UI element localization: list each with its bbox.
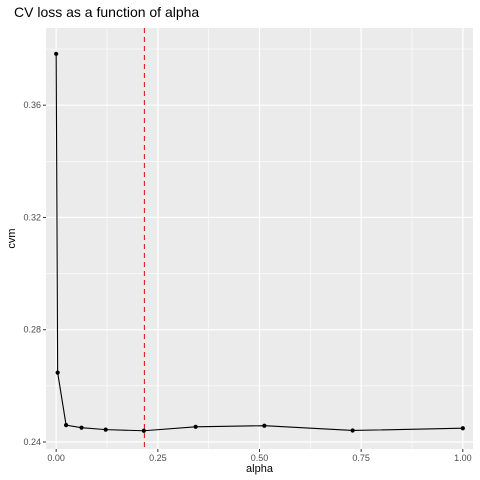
y-tick-label: 0.24 (23, 437, 41, 447)
chart-title: CV loss as a function of alpha (14, 4, 199, 20)
y-tick-label: 0.32 (23, 212, 41, 222)
series-layer (54, 51, 465, 433)
data-point (103, 427, 108, 432)
data-point (79, 425, 84, 430)
data-point (55, 370, 60, 375)
data-point (193, 424, 198, 429)
y-axis-ticks: 0.24 0.28 0.32 0.36 (23, 100, 46, 447)
data-point (262, 423, 267, 428)
x-tick-label: 0.50 (251, 453, 269, 463)
y-tick-label: 0.28 (23, 325, 41, 335)
data-point (460, 426, 465, 431)
y-tick-label: 0.36 (23, 100, 41, 110)
x-tick-label: 0.75 (352, 453, 370, 463)
x-axis-ticks: 0.00 0.25 0.50 0.75 1.00 (47, 449, 472, 463)
data-point (350, 428, 355, 433)
data-point (141, 428, 146, 433)
data-point (63, 423, 69, 428)
x-tick-label: 1.00 (454, 453, 472, 463)
x-tick-label: 0.00 (47, 453, 65, 463)
y-axis-label: cvm (6, 228, 18, 248)
series-line (55, 53, 463, 432)
x-axis-label: alpha (246, 463, 274, 475)
x-tick-label: 0.25 (149, 453, 167, 463)
data-point (54, 51, 59, 56)
